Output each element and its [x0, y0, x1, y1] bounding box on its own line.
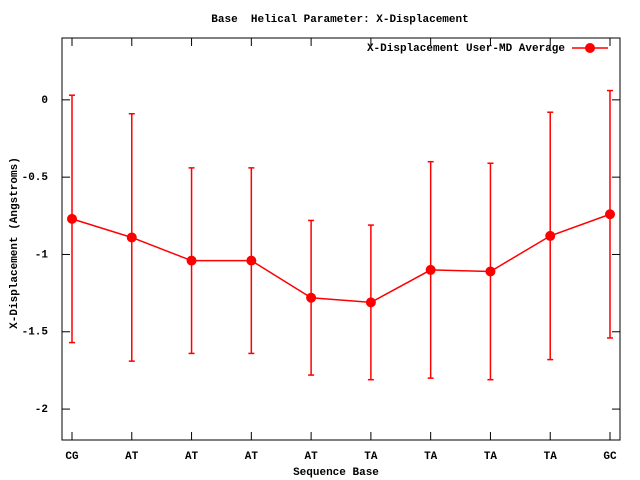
- y-tick-label: -0.5: [22, 172, 49, 184]
- y-tick-label: -1.5: [22, 327, 49, 339]
- point: [425, 264, 436, 275]
- x-tick-label: AT: [245, 451, 259, 463]
- y-axis-label: X-Displacement (Angstroms): [9, 157, 21, 329]
- y-tick-label: -2: [35, 404, 48, 416]
- point: [67, 213, 77, 224]
- x-tick-label: TA: [544, 451, 558, 463]
- x-tick-label: TA: [424, 451, 438, 463]
- point: [365, 297, 376, 308]
- plot-frame: [61, 37, 621, 441]
- x-tick-label: AT: [125, 451, 139, 463]
- legend-label: X-Displacement User-MD Average: [367, 43, 565, 55]
- x-axis-label: Sequence Base: [293, 467, 379, 479]
- series-line: [71, 213, 611, 304]
- point: [485, 266, 496, 277]
- x-tick-label: CG: [65, 451, 79, 463]
- chart-title: Base Helical Parameter: X-Displacement: [211, 14, 468, 26]
- x-tick-label: AT: [185, 451, 199, 463]
- legend-marker: [585, 43, 595, 53]
- point: [605, 209, 615, 220]
- point: [306, 292, 317, 303]
- x-tick-label: GC: [603, 451, 617, 463]
- y-tick-label: -1: [35, 249, 49, 261]
- x-tick-label: AT: [305, 451, 319, 463]
- point: [186, 255, 197, 266]
- x-tick-label: TA: [364, 451, 378, 463]
- point: [126, 232, 137, 243]
- point: [545, 230, 556, 241]
- x-tick-label: TA: [484, 451, 498, 463]
- point: [246, 255, 257, 266]
- y-tick-label: 0: [41, 95, 48, 107]
